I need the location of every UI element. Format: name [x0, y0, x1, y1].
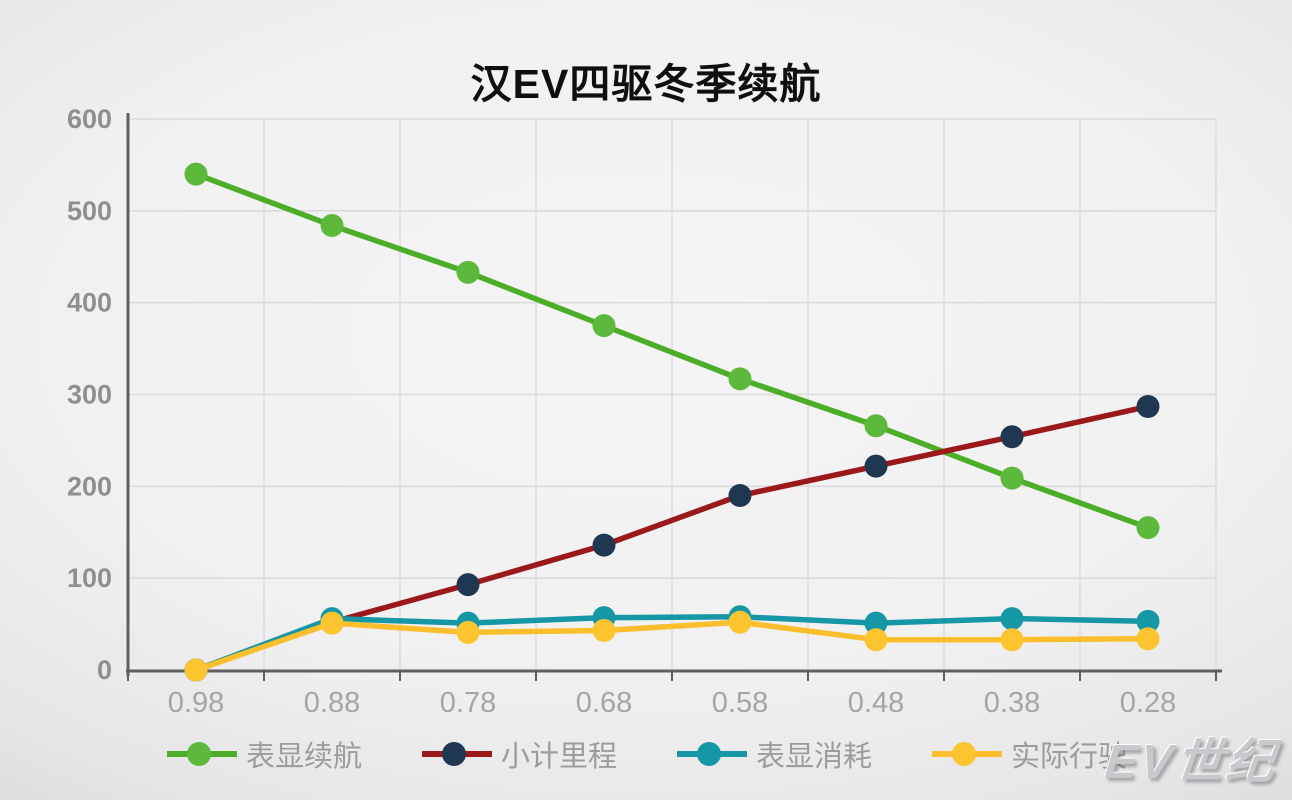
series-line	[193, 403, 1151, 673]
y-axis-label: 600	[67, 104, 112, 134]
legend-label: 表显续航	[245, 741, 362, 773]
data-point-marker	[1136, 516, 1160, 540]
data-point-marker	[592, 314, 616, 338]
y-axis-label: 300	[67, 380, 112, 410]
x-axis-label: 0.98	[168, 687, 224, 719]
data-point-marker	[1136, 627, 1160, 651]
legend-item: 表显消耗	[675, 733, 872, 775]
series-line	[193, 171, 1151, 531]
data-point-marker	[592, 619, 616, 643]
legend-item: 表显续航	[165, 733, 362, 775]
y-axis-label: 200	[67, 471, 112, 501]
legend-label: 小计里程	[500, 741, 617, 773]
legend: 表显续航 小计里程 表显消耗 实际行驶	[0, 733, 1292, 775]
data-point-marker	[864, 454, 888, 478]
data-point-marker	[456, 260, 480, 284]
data-point-marker	[456, 573, 480, 597]
y-axis-label: 100	[67, 563, 112, 593]
chart-title: 汉EV四驱冬季续航	[470, 61, 822, 107]
x-axis-label: 0.28	[1120, 687, 1176, 719]
y-axis-label: 0	[97, 655, 112, 685]
data-point-marker	[184, 162, 208, 186]
legend-item: 小计里程	[420, 733, 617, 775]
data-point-marker	[728, 367, 752, 391]
data-point-marker	[592, 533, 616, 557]
data-point-marker	[1000, 466, 1024, 490]
data-point-marker	[864, 414, 888, 438]
data-point-marker	[728, 610, 752, 634]
legend-item: 实际行驶	[930, 733, 1127, 775]
legend-marker-icon	[932, 742, 1003, 766]
data-point-marker	[184, 658, 208, 682]
data-point-marker	[864, 611, 888, 635]
data-point-marker	[864, 628, 888, 652]
legend-label: 实际行驶	[1011, 741, 1128, 773]
watermark: EV世纪	[1102, 736, 1281, 789]
data-point-marker	[1136, 394, 1160, 418]
y-axis-label: 400	[67, 288, 112, 318]
series-line	[193, 619, 1151, 673]
data-point-marker	[320, 214, 344, 238]
data-point-marker	[728, 484, 752, 508]
legend-marker-icon	[677, 742, 747, 766]
x-axis-label: 0.68	[576, 687, 632, 719]
data-point-marker	[1000, 425, 1024, 449]
legend-label: 表显消耗	[756, 741, 873, 773]
series-line	[193, 613, 1151, 673]
x-axis-label: 0.38	[984, 687, 1040, 719]
x-axis-label: 0.78	[440, 687, 496, 719]
legend-marker-icon	[421, 742, 492, 766]
data-point-marker	[320, 611, 344, 635]
legend-marker-icon	[166, 742, 237, 766]
data-point-marker	[1000, 628, 1024, 652]
y-axis-label: 500	[67, 196, 112, 226]
x-axis-label: 0.58	[712, 687, 768, 719]
data-point-marker	[1136, 609, 1160, 633]
x-axis-label: 0.48	[848, 687, 904, 719]
x-axis-label: 0.88	[304, 687, 360, 719]
data-point-marker	[456, 620, 480, 644]
data-point-marker	[1000, 607, 1024, 631]
